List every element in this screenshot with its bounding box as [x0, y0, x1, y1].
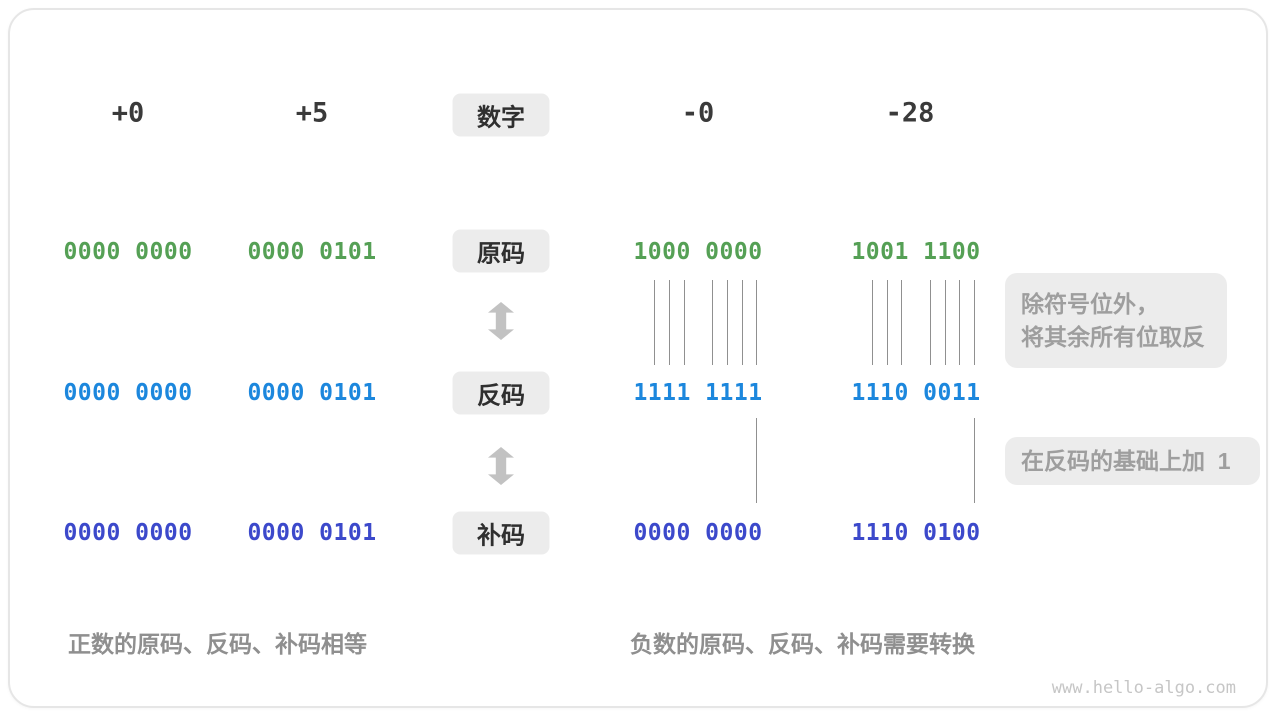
- negative-numbers-caption: 负数的原码、反码、补码需要转换: [630, 631, 975, 657]
- header-positive-zero: +0: [111, 97, 145, 129]
- binary-cell: 0000 0101: [247, 520, 377, 546]
- add-one-note-text: 在反码的基础上加 1: [1021, 447, 1231, 474]
- binary-cell: 0000 0000: [63, 520, 193, 546]
- up-down-arrow-icon: [488, 447, 514, 485]
- numbers-label: 数字: [452, 93, 550, 137]
- binary-cell: 0000 0101: [247, 380, 377, 406]
- invert-bits-note: 除符号位外， 将其余所有位取反: [1005, 273, 1227, 368]
- header-positive-five: +5: [295, 97, 329, 129]
- up-down-arrow-icon: [488, 302, 514, 340]
- binary-cell: 1110 0011: [851, 380, 981, 406]
- binary-cell: 0000 0000: [63, 239, 193, 265]
- invert-bits-note-line2: 将其余所有位取反: [1021, 323, 1205, 350]
- figure-card: +0 +5 数字 -0 -28 0000 0000 0000 0101 原码 1…: [8, 8, 1268, 708]
- sign-magnitude-label: 原码: [452, 229, 550, 273]
- binary-cell: 0000 0101: [247, 239, 377, 265]
- positive-numbers-caption: 正数的原码、反码、补码相等: [68, 631, 367, 657]
- invert-bits-note-line1: 除符号位外，: [1021, 290, 1159, 317]
- add-one-note: 在反码的基础上加 1: [1005, 437, 1260, 485]
- twos-complement-label: 补码: [452, 511, 550, 555]
- ones-complement-label: 反码: [452, 371, 550, 415]
- binary-cell: 1110 0100: [851, 520, 981, 546]
- header-negative-zero: -0: [681, 97, 715, 129]
- site-watermark: www.hello-algo.com: [1051, 678, 1236, 698]
- binary-cell: 0000 0000: [633, 520, 763, 546]
- binary-cell: 1111 1111: [633, 380, 763, 406]
- binary-cell: 0000 0000: [63, 380, 193, 406]
- binary-cell: 1001 1100: [851, 239, 981, 265]
- header-negative-twenty-eight: -28: [885, 97, 935, 129]
- binary-cell: 1000 0000: [633, 239, 763, 265]
